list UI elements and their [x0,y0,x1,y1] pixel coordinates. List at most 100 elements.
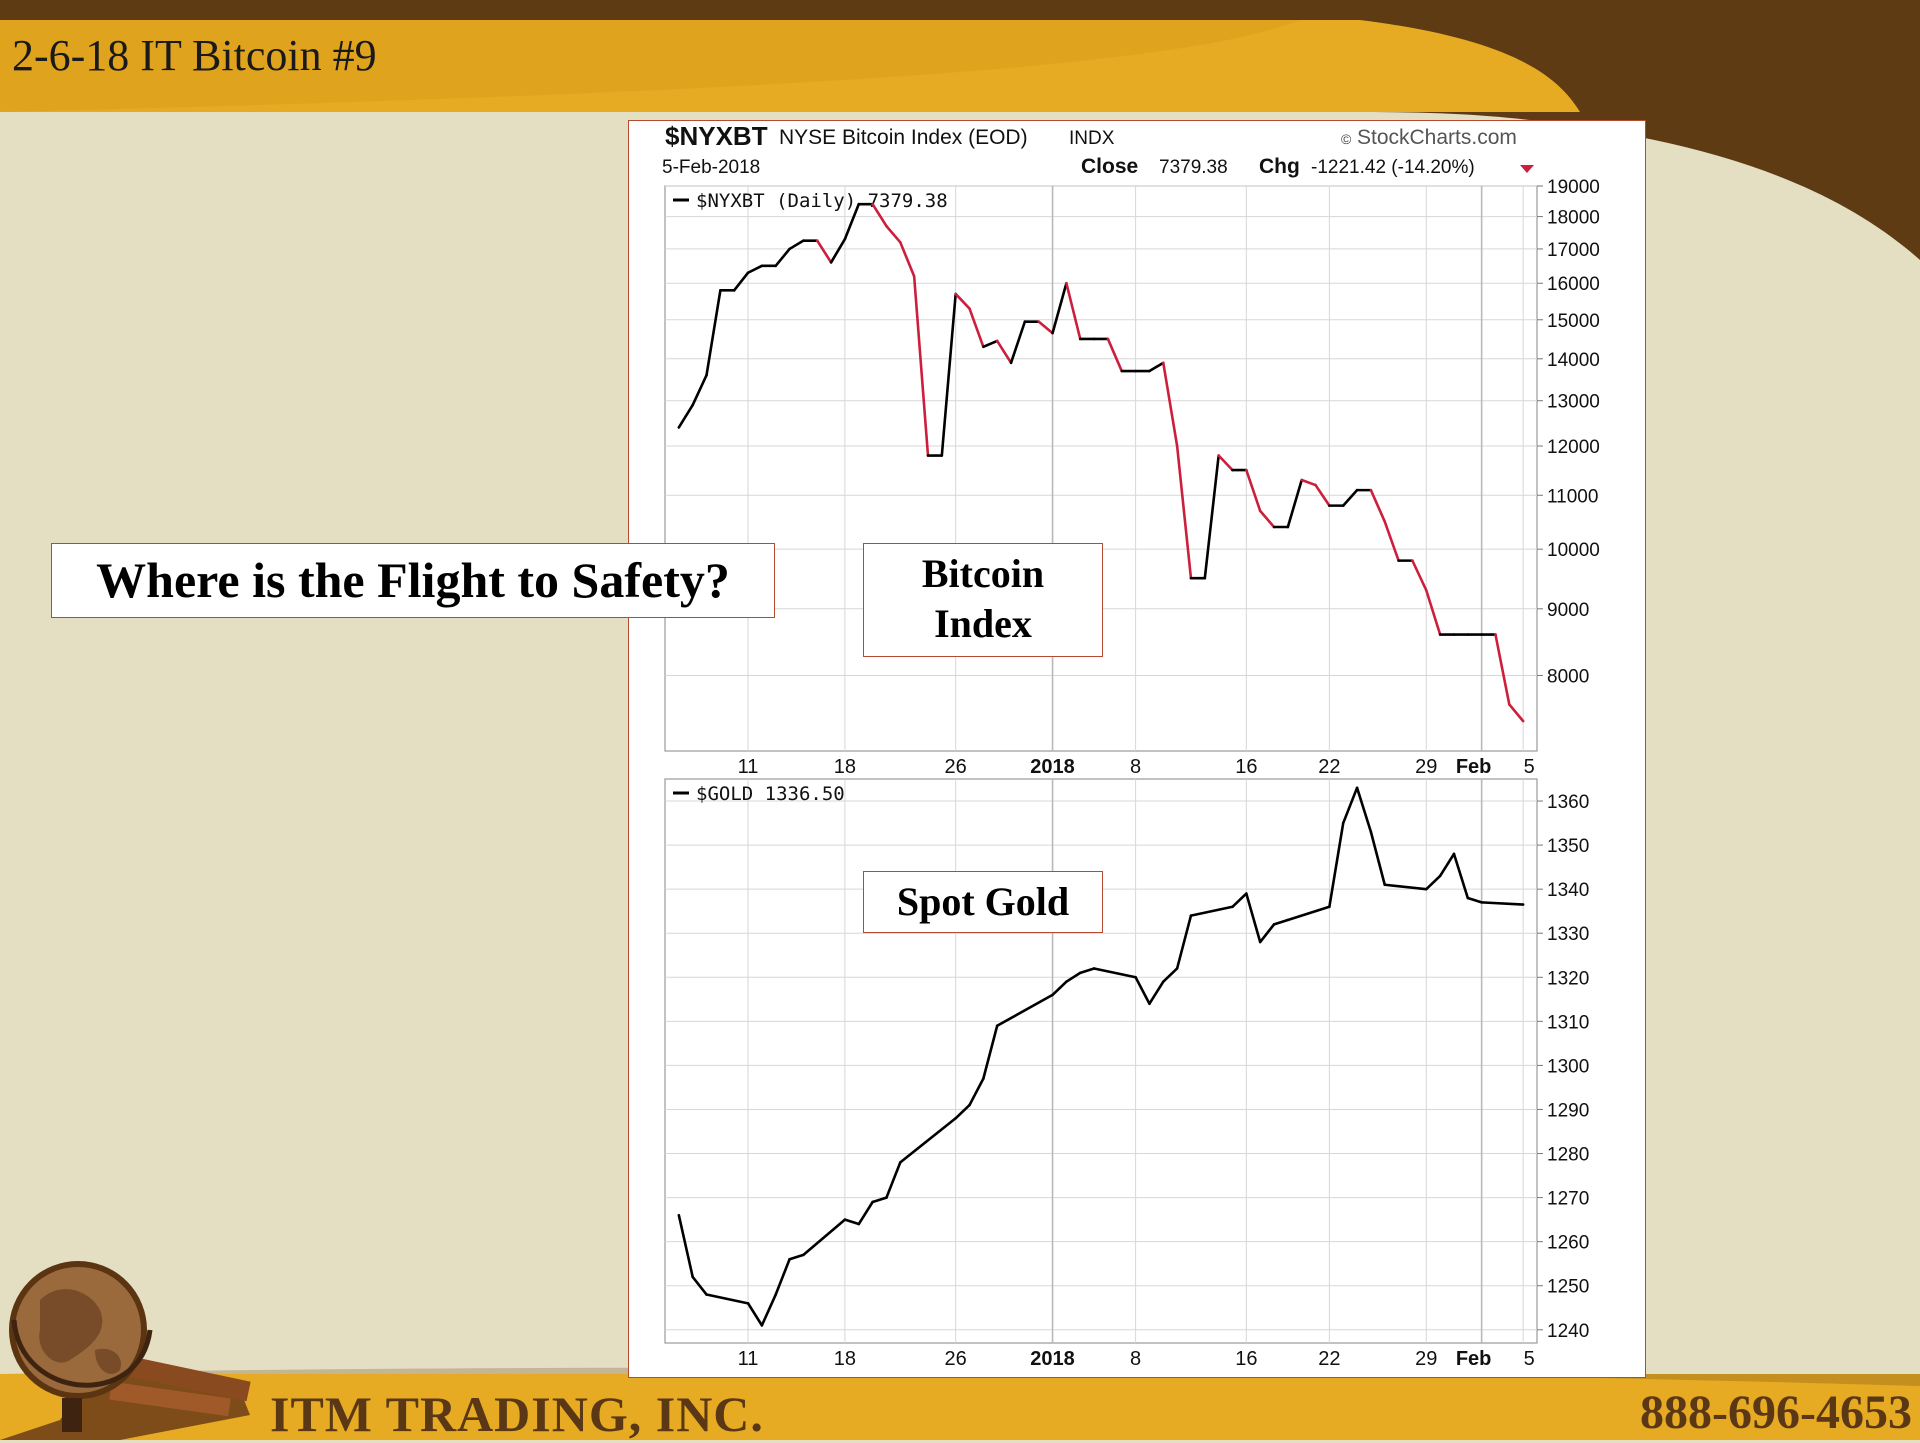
series-segment [1134,975,1151,1006]
series-segment [705,289,722,377]
x-tick-label: 29 [1415,1348,1437,1370]
series-segment [815,239,833,264]
series-segment [705,1293,750,1305]
close-value: 7379.38 [1159,157,1228,178]
series-segment [1411,559,1428,592]
series-segment [871,1196,888,1204]
series-segment [1175,444,1193,580]
stock-chart: $NYXBT NYSE Bitcoin Index (EOD) INDX © S… [662,121,1600,1370]
y-tick-label: 1320 [1547,968,1589,989]
series-segment [982,1024,999,1080]
series-segment [788,239,805,251]
y-tick-label: 1270 [1547,1189,1589,1210]
y-tick-label: 18000 [1547,208,1600,229]
close-label: Close [1081,155,1138,178]
chart-symbol: $NYXBT [665,121,768,151]
x-tick-label: 2018 [1030,756,1075,778]
chg-value: -1221.42 (-14.20%) [1311,157,1475,178]
bitcoin-callout-line-2: Index [934,601,1032,646]
y-tick-label: 1250 [1547,1277,1589,1298]
bitcoin-callout-line-1: Bitcoin [921,551,1045,596]
series-segment [1161,967,1179,983]
globe-icon [0,1261,251,1440]
series-segment [1355,786,1373,834]
series-segment [1480,901,1525,906]
series-segment [1452,852,1470,900]
slide-title: 2-6-18 IT Bitcoin #9 [12,31,377,80]
x-tick-label: 11 [738,756,759,778]
series-segment [885,224,902,244]
series-segment [774,247,791,268]
series-segment [829,237,847,264]
series-segment [677,403,694,429]
y-tick-label: 1290 [1547,1100,1589,1121]
series-segment [857,1200,874,1226]
x-tick-label: 26 [945,1348,967,1370]
x-tick-label: 8 [1130,1348,1141,1370]
series-segment [871,202,888,228]
series-segment [691,373,708,407]
x-tick-label: 18 [834,756,856,778]
x-tick-label: 16 [1235,756,1257,778]
series-segment [885,1161,902,1199]
plot-area [664,185,1538,752]
series-segment [1189,905,1234,917]
series-segment [1175,914,1193,970]
y-tick-label: 1340 [1547,880,1589,901]
company-name: ITM TRADING, INC. [270,1386,764,1442]
spot-gold-callout: Spot Gold [863,871,1103,933]
series-segment [732,271,750,292]
series-segment [940,292,957,457]
series-segment [1037,320,1054,335]
series-segment [1286,905,1331,922]
series-segment [746,1302,764,1327]
series-segment [1424,874,1442,891]
series-segment [1258,923,1276,944]
y-tick-label: 13000 [1547,392,1600,413]
series-segment [788,1253,805,1261]
series-segment [1245,892,1262,944]
down-arrow-icon [1520,165,1534,173]
chart-panel-gold: 1240 1250 1260 1270 1280 1290 1300 1310 1320 1330… [664,778,1589,1370]
y-tick-label: 12000 [1547,437,1600,458]
series-segment [1383,883,1428,891]
series-segment [1148,980,1165,1006]
y-tick-label: 15000 [1547,311,1600,332]
x-tick-label: Feb [1456,1348,1492,1370]
series-segment [968,307,985,349]
x-tick-label: 8 [1130,756,1141,778]
series-segment [1341,488,1359,507]
series-segment [1272,918,1290,926]
series-segment [1245,468,1262,513]
x-tick-label: 22 [1318,756,1340,778]
y-tick-label: 1240 [1547,1321,1589,1342]
y-tick-label: 10000 [1547,540,1600,561]
y-tick-label: 1360 [1547,792,1589,813]
x-tick-label: 22 [1318,1348,1340,1370]
series-segment [1051,281,1068,335]
y-tick-label: 1260 [1547,1233,1589,1254]
series-segment [1508,703,1525,723]
x-tick-label: 11 [738,1348,759,1370]
chart-index-name: NYSE Bitcoin Index (EOD) [779,126,1028,149]
series-segment [1078,967,1096,975]
series-segment [954,1103,971,1120]
series-segment [746,264,764,275]
series-segment [1009,320,1027,365]
series-segment [1203,454,1220,580]
series-segment [1466,896,1483,904]
series-segment [1341,786,1359,825]
series-segment [995,993,1054,1028]
series-segment [843,202,861,241]
series-segment [1383,520,1400,562]
series-segment [1148,361,1165,373]
series-segment [1369,830,1387,887]
series-segment [1328,821,1345,909]
series-segment [1258,509,1276,529]
y-tick-label: 19000 [1547,177,1600,198]
y-tick-label: 1300 [1547,1056,1589,1077]
series-segment [1314,483,1331,507]
x-tick-label: 5 [1524,1348,1535,1370]
chart-date: 5-Feb-2018 [662,157,760,178]
series-segment [1300,478,1317,487]
